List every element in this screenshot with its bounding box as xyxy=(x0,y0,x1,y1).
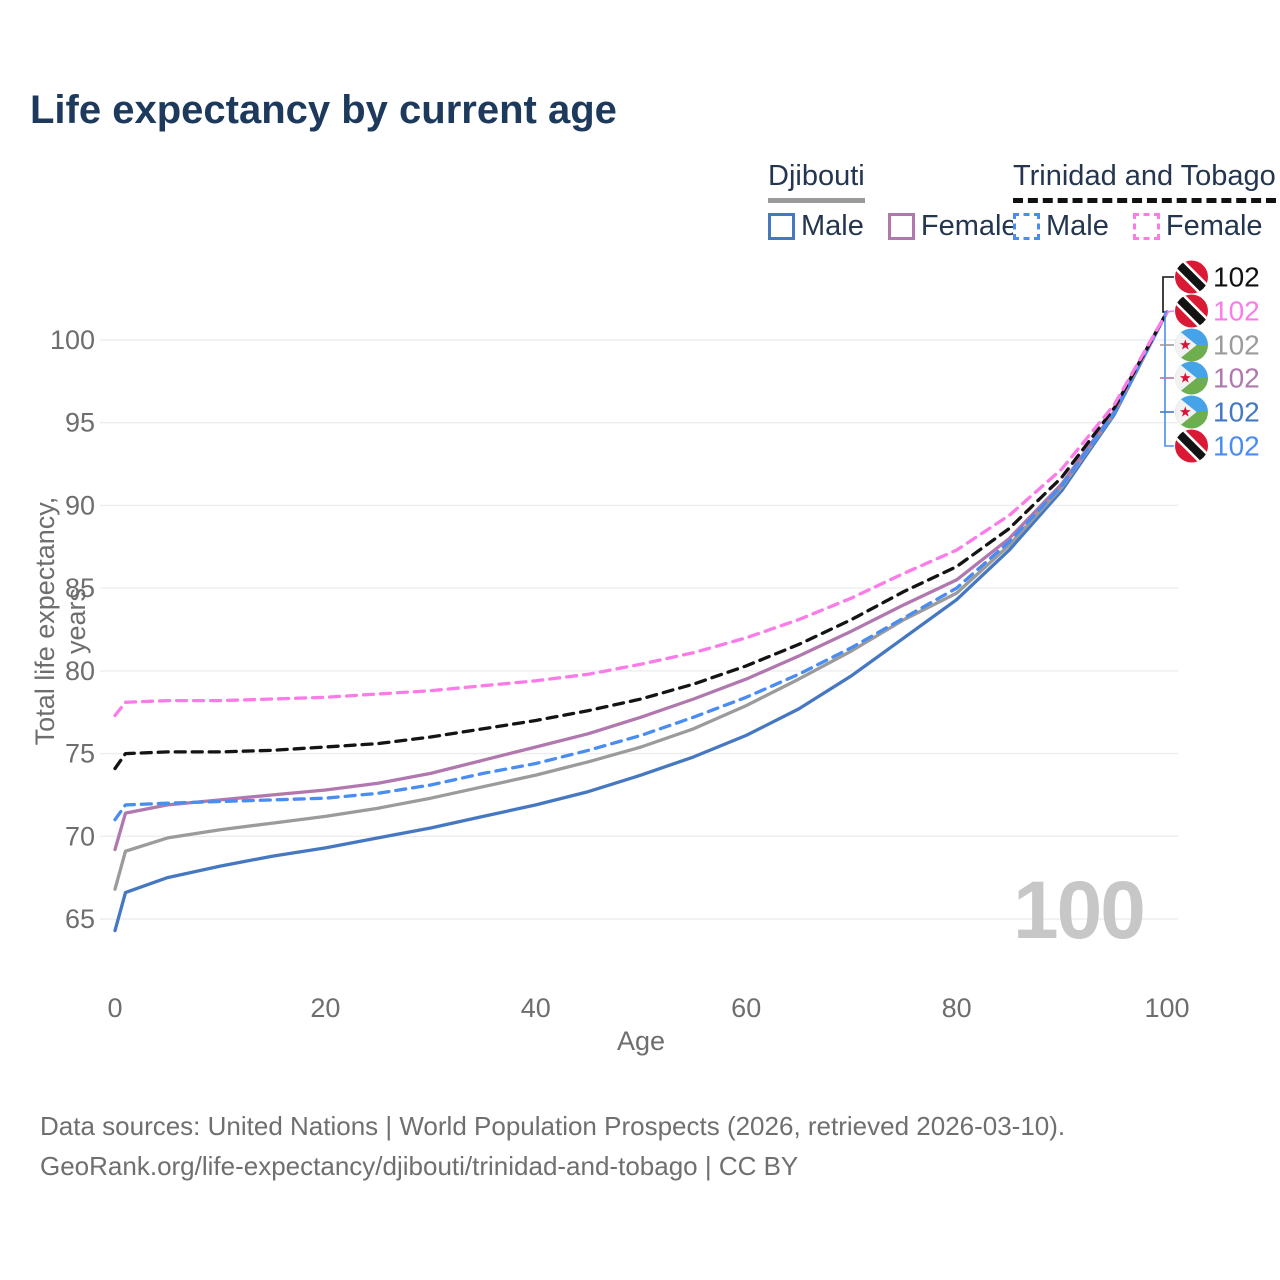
end-value-label: 102 xyxy=(1213,330,1260,361)
y-tick-label: 95 xyxy=(65,408,95,438)
y-tick-label: 90 xyxy=(65,490,95,520)
legend-group-trinidad-and-tobago: Trinidad and Tobago Male Female xyxy=(1013,160,1276,243)
x-tick-label: 80 xyxy=(942,993,972,1023)
series-line-tt-both[interactable] xyxy=(113,310,1169,771)
x-tick-label: 100 xyxy=(1144,993,1189,1023)
series-line-tt-female[interactable] xyxy=(113,310,1169,718)
legend-label: Female xyxy=(1165,210,1263,242)
leader-line xyxy=(1166,310,1175,313)
legend-item-djibouti-female[interactable]: Female xyxy=(887,210,1018,243)
y-tick-label: 80 xyxy=(65,656,95,686)
x-tick-label: 0 xyxy=(107,993,122,1023)
legend-group-djibouti: Djibouti Male Female xyxy=(768,160,1018,243)
series-line-dj-both[interactable] xyxy=(113,310,1169,891)
x-tick-label: 20 xyxy=(310,993,340,1023)
y-tick-label: 100 xyxy=(50,325,95,355)
legend-title-trinidad-and-tobago[interactable]: Trinidad and Tobago xyxy=(1013,160,1276,203)
tt-female-swatch-icon xyxy=(1132,213,1160,240)
y-tick-label: 75 xyxy=(65,739,95,769)
series-line-dj-female[interactable] xyxy=(113,310,1169,852)
x-axis-title: Age xyxy=(616,1026,666,1056)
axis-ticks-layer: 65 70 75 80 85 90 95 100 0 20 40 60 80 100 xyxy=(50,325,1190,1023)
y-axis-title: Total life expectancy, years xyxy=(30,496,91,746)
tt-male-swatch-icon xyxy=(1013,213,1040,240)
y-tick-label: 65 xyxy=(65,904,95,934)
leader-line xyxy=(1162,276,1174,313)
series-line-dj-male[interactable] xyxy=(113,310,1169,933)
flag-icon-dj xyxy=(1175,394,1208,429)
x-tick-label: 60 xyxy=(731,993,761,1023)
legend-label: Female xyxy=(920,210,1018,242)
end-value-label: 102 xyxy=(1213,262,1260,293)
legend-item-tt-female[interactable]: Female xyxy=(1132,210,1263,243)
flag-icon-dj xyxy=(1175,327,1208,362)
y-tick-label: 70 xyxy=(65,821,95,851)
series-line-tt-male[interactable] xyxy=(113,310,1169,822)
flag-icon-tt xyxy=(1169,424,1213,468)
page-title: Life expectancy by current age xyxy=(30,88,617,132)
legend-item-tt-male[interactable]: Male xyxy=(1013,210,1109,243)
flag-icon-tt xyxy=(1169,289,1213,333)
legend-item-djibouti-male[interactable]: Male xyxy=(768,210,864,243)
end-value-label: 102 xyxy=(1213,363,1260,394)
flag-icon-dj xyxy=(1175,360,1208,395)
legend-label: Male xyxy=(1046,210,1109,242)
leader-line xyxy=(1164,311,1174,447)
djibouti-female-swatch-icon xyxy=(887,213,915,240)
series-layer xyxy=(113,310,1169,933)
y-tick-label: 85 xyxy=(65,573,95,603)
end-value-label: 102 xyxy=(1213,431,1260,462)
footer: Data sources: United Nations | World Pop… xyxy=(40,1106,1065,1186)
footer-data-sources: Data sources: United Nations | World Pop… xyxy=(40,1111,1066,1141)
djibouti-male-swatch-icon xyxy=(768,213,795,240)
legend-label: Male xyxy=(801,210,864,242)
end-value-label: 102 xyxy=(1213,296,1260,327)
x-tick-label: 40 xyxy=(521,993,551,1023)
legend-title-djibouti[interactable]: Djibouti xyxy=(768,160,865,203)
flag-icon-tt xyxy=(1169,255,1213,299)
gridlines-layer xyxy=(100,339,1178,920)
age-watermark: 100 xyxy=(1013,865,1146,956)
footer-url: GeoRank.org/life-expectancy/djibouti/tri… xyxy=(40,1151,799,1181)
end-value-label: 102 xyxy=(1213,397,1260,428)
